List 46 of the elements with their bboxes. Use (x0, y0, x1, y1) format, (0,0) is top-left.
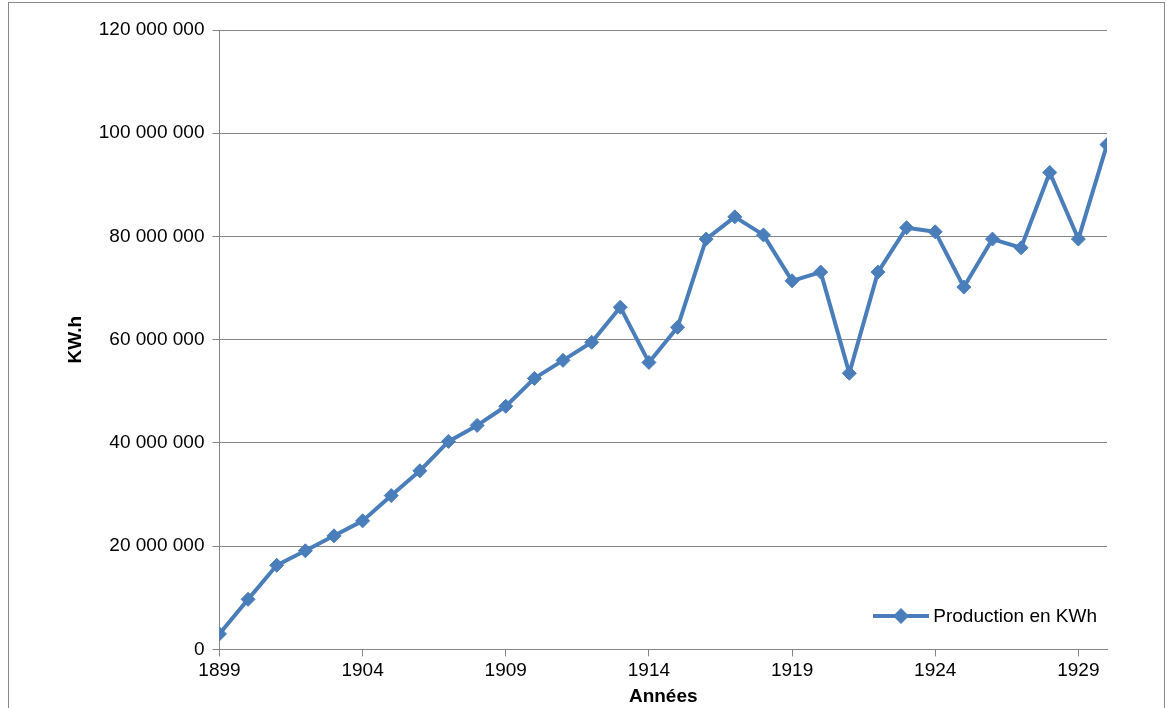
point (297, 543, 313, 559)
point (641, 354, 657, 370)
point (1070, 231, 1086, 247)
y-tick-label: 20 000 000 (109, 534, 205, 556)
x-tick-label: 1919 (770, 659, 814, 681)
y-tick-label: 60 000 000 (109, 327, 205, 349)
point (813, 264, 829, 280)
point (612, 299, 628, 315)
point (784, 273, 800, 289)
y-tick-label: 80 000 000 (109, 224, 205, 246)
x-tick-label: 1914 (627, 659, 671, 681)
point (870, 264, 886, 280)
point (555, 352, 571, 368)
point (584, 334, 600, 350)
point (240, 591, 256, 607)
x-tick-label: 1929 (1057, 659, 1100, 681)
point (727, 209, 743, 225)
y-tick-label: 100 000 000 (98, 121, 205, 143)
point (1042, 164, 1058, 180)
y-tick-label: 120 000 000 (98, 18, 205, 40)
x-tick-label: 1924 (914, 659, 957, 681)
point (355, 513, 371, 529)
point (984, 231, 1000, 247)
point (269, 557, 285, 573)
legend-label: Production en KWh (933, 605, 1097, 628)
y-tick-label: 0 (193, 637, 205, 659)
point (670, 319, 686, 335)
point (1013, 240, 1029, 256)
point (899, 220, 915, 236)
x-tick-label: 1899 (198, 659, 241, 681)
x-axis-title: Années (628, 684, 698, 706)
y-axis-title: KW.h (63, 315, 85, 364)
point (698, 231, 714, 247)
point (441, 433, 456, 449)
x-tick-label: 1904 (341, 659, 385, 681)
point (498, 398, 514, 414)
point (526, 370, 542, 386)
point (755, 227, 771, 243)
point (326, 528, 342, 544)
point (412, 463, 428, 479)
point (956, 279, 972, 295)
point (383, 488, 399, 504)
point (469, 417, 485, 433)
x-tick-label: 1909 (484, 659, 527, 681)
point (927, 224, 943, 240)
y-tick-label: 40 000 000 (109, 431, 205, 453)
